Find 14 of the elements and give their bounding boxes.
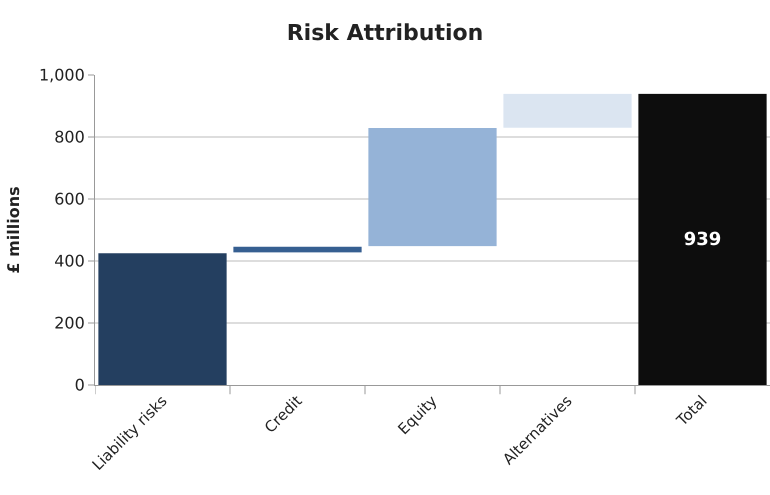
bar	[503, 94, 632, 128]
y-tick-label: 0	[74, 376, 85, 395]
bar	[98, 253, 227, 385]
bar	[233, 246, 362, 252]
y-tick-label: 400	[54, 252, 85, 271]
y-tick-label: 200	[54, 314, 85, 333]
y-tick-label: 1,000	[38, 66, 85, 85]
bar	[368, 128, 497, 246]
data-label: 939	[684, 228, 722, 250]
y-tick-label: 800	[54, 128, 85, 147]
y-tick-label: 600	[54, 190, 85, 209]
bar	[638, 94, 767, 385]
y-axis-title: £ millions	[4, 186, 23, 274]
chart-title: Risk Attribution	[286, 21, 484, 46]
